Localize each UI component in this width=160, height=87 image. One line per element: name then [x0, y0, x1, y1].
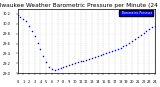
Point — [16, 14, 19, 15]
Point — [136, 36, 139, 37]
Point — [22, 18, 25, 19]
Point — [151, 26, 153, 27]
Point — [62, 67, 65, 68]
Point — [88, 59, 90, 60]
Point — [45, 62, 48, 63]
Point — [36, 42, 39, 43]
Point — [19, 16, 22, 17]
Point — [68, 65, 70, 66]
Point — [125, 44, 128, 45]
Point — [65, 66, 68, 67]
Point — [94, 57, 96, 58]
Point — [108, 52, 110, 53]
Point — [42, 55, 45, 57]
Point — [74, 63, 76, 64]
Point — [54, 70, 56, 71]
Title: Milwaukee Weather Barometric Pressure per Minute (24 Hours): Milwaukee Weather Barometric Pressure pe… — [0, 3, 160, 8]
Point — [145, 30, 148, 31]
Point — [28, 25, 30, 26]
Point — [99, 55, 102, 56]
Point — [91, 58, 93, 59]
Point — [131, 40, 133, 41]
Point — [85, 60, 88, 61]
Point — [25, 21, 28, 22]
Point — [119, 47, 122, 48]
Point — [96, 56, 99, 57]
Point — [148, 28, 151, 29]
Point — [31, 30, 33, 32]
Point — [59, 68, 62, 69]
Point — [142, 32, 145, 33]
Point — [114, 50, 116, 51]
Point — [111, 51, 113, 52]
Point — [122, 45, 125, 47]
Point — [76, 62, 79, 63]
Point — [51, 69, 53, 70]
Point — [128, 42, 131, 43]
Legend: Barometric Pressure: Barometric Pressure — [119, 10, 153, 16]
Point — [79, 61, 82, 62]
Point — [154, 25, 156, 26]
Point — [102, 54, 105, 55]
Point — [116, 49, 119, 50]
Point — [71, 64, 73, 65]
Point — [82, 60, 85, 62]
Point — [139, 34, 142, 35]
Point — [39, 49, 42, 50]
Point — [48, 67, 50, 68]
Point — [33, 35, 36, 37]
Point — [134, 38, 136, 39]
Point — [105, 53, 108, 54]
Point — [56, 69, 59, 70]
